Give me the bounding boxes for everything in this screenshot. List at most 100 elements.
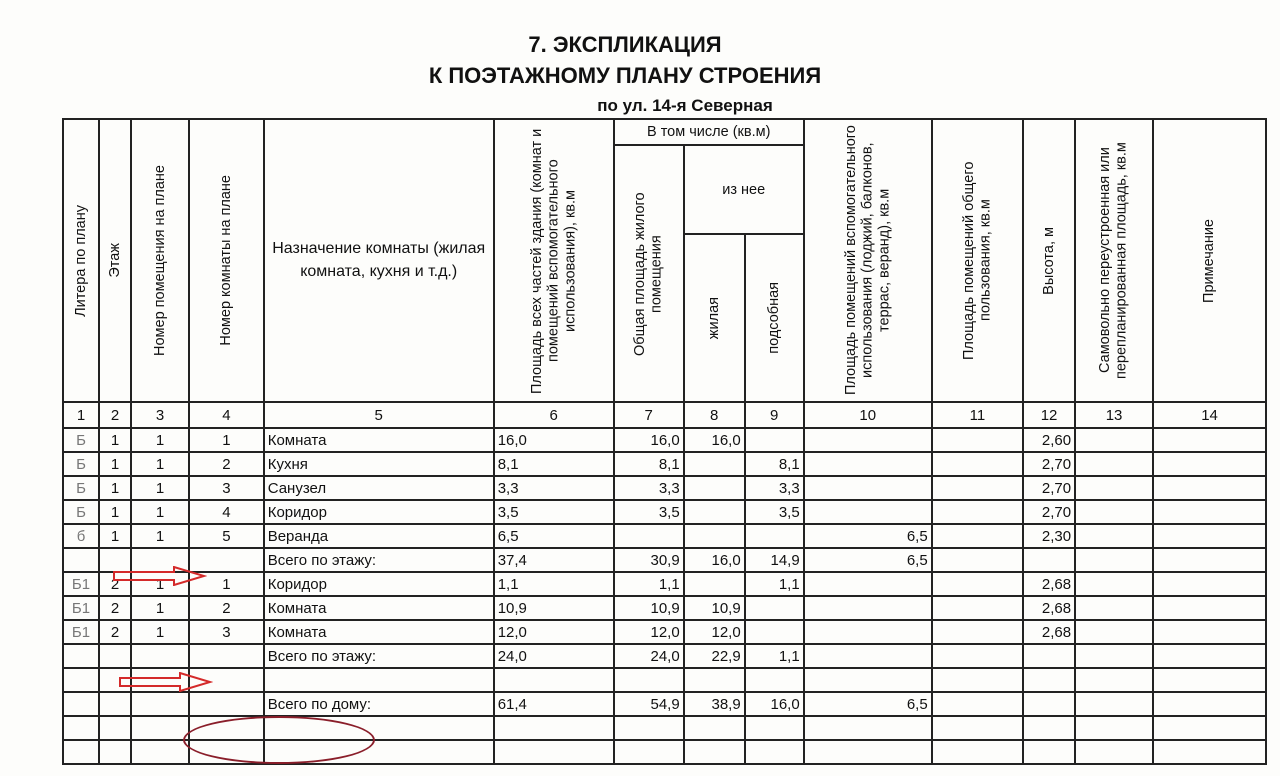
column-number: 4 [188, 401, 265, 429]
table-cell: Комната [262, 427, 495, 453]
table-cell: 3,5 [743, 499, 805, 525]
table-cell [930, 739, 1025, 765]
table-cell [802, 739, 933, 765]
header-litera: Литера по плану [72, 204, 89, 317]
table-cell: 8,1 [492, 451, 615, 477]
table-cell [1074, 619, 1155, 645]
table-cell: 6,5 [802, 691, 933, 717]
table-cell: 1,1 [492, 571, 615, 597]
table-cell [1074, 427, 1155, 453]
header-of-which: из нее [682, 143, 805, 236]
table-row: Б 1 1 3 Санузел 3,3 3,3 3,3 2,70 [62, 475, 1268, 501]
table-cell [129, 739, 191, 765]
table-row: Всего по этажу: 24,0 24,0 22,9 1,1 [62, 643, 1268, 669]
address: по ул. 14-я Северная [597, 96, 773, 115]
red-arrow-icon [119, 672, 213, 692]
table-cell: 3,3 [743, 475, 805, 501]
document-title: 7. ЭКСПЛИКАЦИЯ [528, 32, 722, 57]
table-cell [930, 715, 1025, 741]
column-number: 12 [1022, 401, 1077, 429]
table-cell: 61,4 [492, 691, 615, 717]
table-cell [802, 475, 933, 501]
table-cell [1074, 715, 1155, 741]
table-row: Всего по этажу: 37,4 30,9 16,0 14,9 6,5 [62, 547, 1268, 573]
column-number-row: 1 2 3 4 5 6 7 8 9 10 11 12 13 14 [62, 401, 1268, 429]
table-cell [682, 571, 746, 597]
table-cell: 16,0 [492, 427, 615, 453]
header-premise-number: Номер помещения на плане [151, 165, 168, 356]
table-cell [1022, 667, 1077, 693]
table-cell: 1 [98, 475, 132, 501]
table-cell [188, 547, 265, 573]
table-cell: 24,0 [612, 643, 685, 669]
table-cell [1152, 475, 1268, 501]
table-cell: 1 [129, 619, 191, 645]
table-cell: 12,0 [682, 619, 746, 645]
table-cell: 1 [129, 451, 191, 477]
header-floor: Этаж [106, 243, 123, 278]
table-cell [1074, 475, 1155, 501]
table-cell: 2 [98, 619, 132, 645]
table-cell: Б [62, 475, 100, 501]
table-cell: 6,5 [492, 523, 615, 549]
table-cell: Кухня [262, 451, 495, 477]
table-cell [802, 619, 933, 645]
table-cell: 2 [98, 595, 132, 621]
table-cell: 1 [188, 427, 265, 453]
table-cell: Б1 [62, 595, 100, 621]
table-cell: 3,3 [492, 475, 615, 501]
table-cell [802, 427, 933, 453]
red-arrow-icon [113, 566, 207, 586]
header-living-total: Общая площадь жилого помещения [632, 191, 665, 356]
table-cell [1074, 595, 1155, 621]
table-cell: 2,30 [1022, 523, 1077, 549]
table-cell [682, 499, 746, 525]
table-cell: 30,9 [612, 547, 685, 573]
table-cell: Б [62, 451, 100, 477]
table-cell: 2 [188, 451, 265, 477]
table-cell [682, 739, 746, 765]
highlight-oval [183, 716, 375, 764]
table-cell: 2,68 [1022, 595, 1077, 621]
table-cell: 2,68 [1022, 571, 1077, 597]
table-cell [612, 715, 685, 741]
table-cell [802, 643, 933, 669]
header-common-area: Площадь помещений общего пользования, кв… [960, 161, 994, 360]
table-cell [1022, 715, 1077, 741]
table-cell [743, 715, 805, 741]
table-cell: Комната [262, 595, 495, 621]
table-cell [743, 667, 805, 693]
table-cell: 2,70 [1022, 475, 1077, 501]
table-row: Б 1 1 2 Кухня 8,1 8,1 8,1 2,70 [62, 451, 1268, 477]
table-cell [802, 595, 933, 621]
header-auxiliary-area: Площадь помещений вспомогательного испол… [842, 125, 893, 396]
table-cell [98, 667, 132, 693]
column-number: 5 [262, 401, 495, 429]
table-cell [930, 643, 1025, 669]
table-cell [98, 643, 132, 669]
table-cell: 1 [129, 595, 191, 621]
table-cell [802, 571, 933, 597]
table-cell [930, 619, 1025, 645]
table-cell [98, 739, 132, 765]
header-including: В том числе (кв.м) [612, 118, 805, 146]
table-cell: 3,3 [612, 475, 685, 501]
column-number: 6 [492, 401, 615, 429]
table-cell [930, 523, 1025, 549]
table-cell [682, 451, 746, 477]
table-cell [612, 667, 685, 693]
table-cell: Комната [262, 619, 495, 645]
table-row: б 1 1 5 Веранда 6,5 6,5 2,30 [62, 523, 1268, 549]
column-number: 1 [62, 401, 100, 429]
table-cell [129, 715, 191, 741]
table-cell [930, 571, 1025, 597]
table-cell [1152, 451, 1268, 477]
table-cell: 38,9 [682, 691, 746, 717]
table-cell: 6,5 [802, 547, 933, 573]
header-living: жилая [705, 297, 722, 340]
table-row: Всего по дому: 61,4 54,9 38,9 16,0 6,5 [62, 691, 1268, 717]
table-row: Б 1 1 4 Коридор 3,5 3,5 3,5 2,70 [62, 499, 1268, 525]
column-number: 8 [682, 401, 746, 429]
table-cell [802, 667, 933, 693]
table-cell: 22,9 [682, 643, 746, 669]
